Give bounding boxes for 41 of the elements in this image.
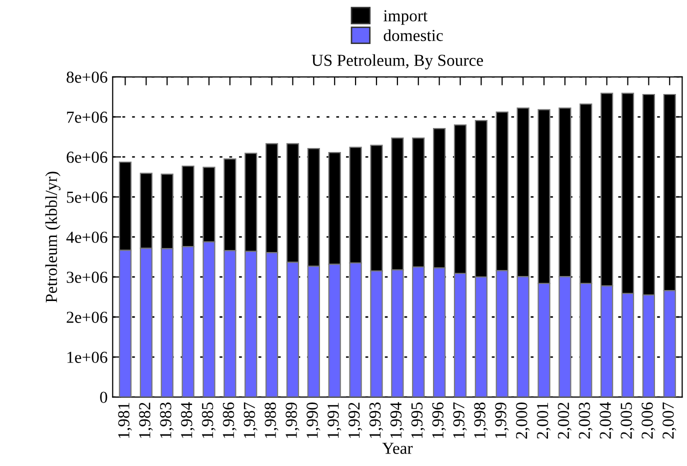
x-tick-label: 2,006 [642,402,656,439]
x-tick-label: 1,995 [411,402,425,438]
x-tick-label: 2,002 [558,402,572,439]
y-tick-label: 7e+06 [67,112,108,123]
y-tick-label: 4e+06 [66,232,108,243]
x-tick-label: 2,000 [516,402,530,439]
x-tick-label: 2,005 [620,402,634,439]
y-tick-label: 5e+06 [66,192,108,203]
y-tick-label: 6e+06 [66,152,108,163]
x-tick-label: 1,981 [118,402,132,438]
x-tick-label: 1,987 [244,402,258,438]
x-tick-label: 1,993 [369,402,384,438]
legend-label: import [384,10,428,25]
y-tick-label: 8e+06 [66,72,108,83]
x-tick-label: 1,983 [160,402,174,438]
x-tick-label: 1,989 [286,402,300,438]
y-tick-label: 3e+06 [66,272,108,283]
x-tick-label: 1,988 [264,402,278,438]
x-tick-label: 1,986 [222,402,236,438]
legend-label: domestic [384,29,443,42]
y-axis-title: Petroleum (kbbl/yr) [45,172,60,302]
x-tick-label: 2,004 [600,402,614,439]
x-tick-label: 2,007 [662,402,676,439]
x-tick-label: 1,982 [139,402,153,438]
y-tick-label: 1e+06 [67,352,108,363]
x-tick-label: 1,985 [202,402,216,438]
x-tick-label: 1,999 [495,402,509,438]
y-tick-label: 0 [100,392,108,403]
x-axis-title: Year [382,442,413,454]
x-tick-label: 1,994 [390,402,404,438]
x-tick-label: 2,001 [536,402,551,439]
x-tick-label: 1,997 [453,402,467,438]
x-tick-label: 2,003 [578,402,592,439]
x-tick-label: 1,984 [180,402,195,438]
x-tick-label: 1,998 [474,402,488,438]
x-tick-label: 1,996 [432,402,446,438]
x-tick-label: 1,991 [328,402,342,438]
y-tick-label: 2e+06 [66,312,108,323]
chart-title: US Petroleum, By Source [312,54,483,70]
x-tick-label: 1,992 [348,402,362,438]
x-tick-label: 1,990 [306,402,320,438]
